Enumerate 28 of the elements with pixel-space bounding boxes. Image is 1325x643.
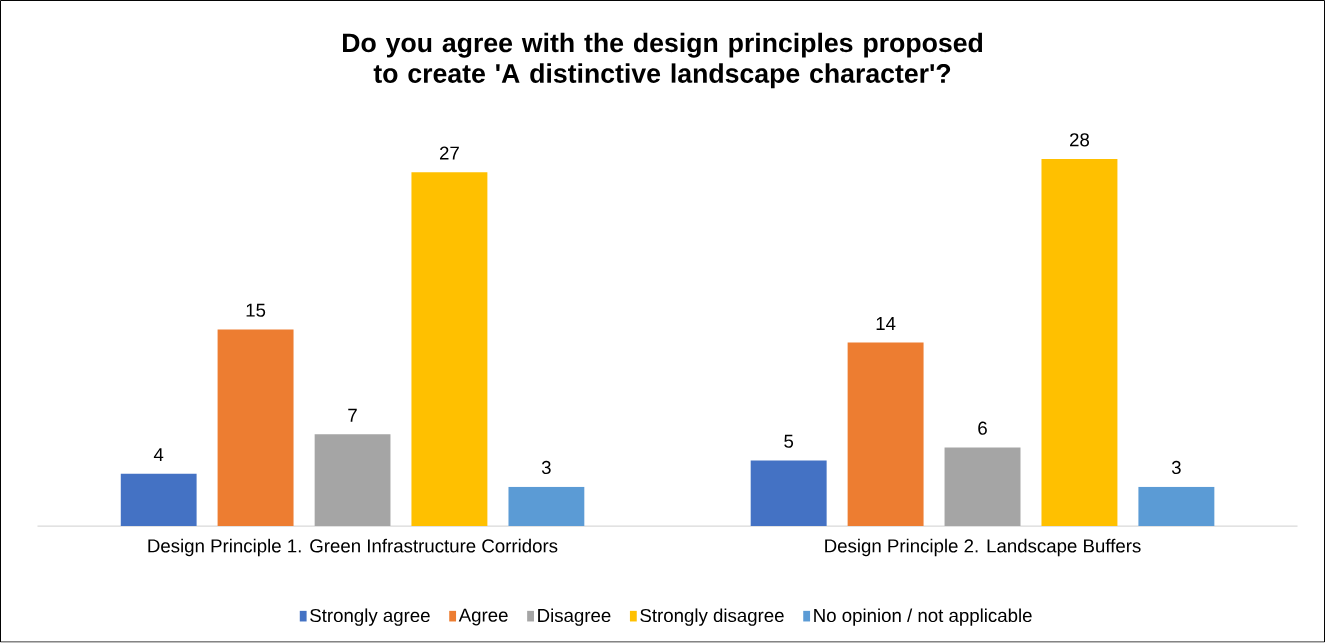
x-tick-label: Design Principle 1. Green Infrastructure Corridors — [148, 539, 558, 557]
legend-label: Strongly agree — [310, 608, 430, 627]
data-label: 15 — [246, 304, 266, 318]
bar — [750, 460, 827, 527]
legend-label: Agree — [458, 608, 508, 626]
x-tick-label: Design Principle 2. Landscape Buffers — [825, 539, 1141, 557]
data-label: 27 — [439, 146, 459, 160]
bar — [120, 473, 197, 527]
legend-label: Disagree — [538, 608, 611, 627]
chart-title: Do you agree with the design principles proposed to create 'A distinctive landscape character'? — [343, 32, 983, 89]
data-label: 6 — [978, 421, 987, 435]
data-label: 3 — [541, 461, 551, 475]
data-label: 28 — [1070, 133, 1090, 147]
bar — [508, 487, 585, 527]
data-label: 14 — [876, 317, 896, 331]
data-label: 5 — [784, 435, 794, 449]
legend-label: No opinion / not applicable — [814, 608, 1032, 627]
bar — [314, 434, 391, 527]
data-label: 3 — [1171, 461, 1181, 475]
data-label: 7 — [348, 409, 357, 422]
legend-label: Strongly disagree — [640, 608, 784, 627]
bar — [847, 342, 924, 527]
bar — [1041, 159, 1118, 527]
bar — [1138, 487, 1215, 527]
bar — [217, 329, 294, 527]
bar — [944, 447, 1021, 527]
data-label: 4 — [153, 448, 164, 462]
bar — [411, 172, 488, 527]
